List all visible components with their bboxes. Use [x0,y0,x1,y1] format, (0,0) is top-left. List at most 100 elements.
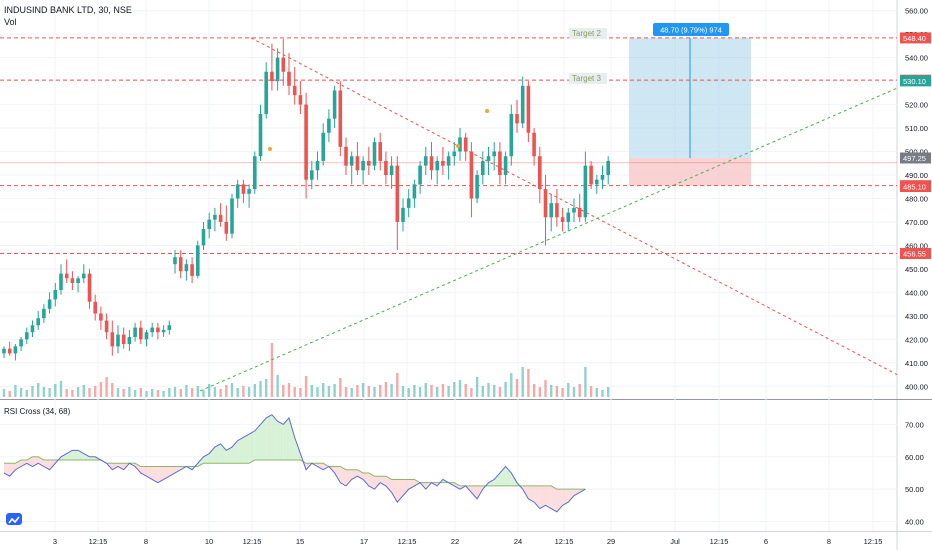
volume-bar [470,388,473,397]
candle-body [481,160,485,176]
volume-bar [236,388,239,397]
rsi-fill-segment [397,479,403,503]
candle-body [458,137,462,152]
volume-bar [396,373,399,397]
price-tag [900,152,931,164]
price-tick-label: 490.00 [905,171,928,180]
candle-body [566,212,571,222]
candle-body [190,264,194,276]
target-2-text: Target 2 [572,29,601,38]
volume-bar [424,383,427,397]
candle-body [384,160,388,176]
candle-body [327,118,331,133]
rsi-fill-segment [118,463,124,470]
volume-bar [253,384,256,397]
time-tick-label: 17 [360,537,368,546]
price-tag [900,75,931,87]
price-axis[interactable]: 400.00 410.00 420.00 430.00 440.00 450.00 460.… [905,7,928,392]
candle-body [595,179,599,185]
candle-body [321,132,325,161]
volume-bar [247,387,251,397]
volume-bar [401,386,405,397]
rsi-fill-segment [175,466,181,473]
volume-bar [37,383,40,397]
volume-bar [168,388,171,397]
candle-body [577,207,582,218]
time-tick-label: 6 [764,537,768,546]
rsi-fill-segment [249,430,255,464]
volume-bar [572,387,576,397]
time-tick-label: 12:15 [89,537,108,546]
candle-body [13,346,18,354]
candle-body [82,273,86,279]
volume-bar [498,387,502,397]
rsi-axis[interactable]: 40.00 50.00 60.00 70.00 [905,420,924,526]
candle-body [87,273,92,302]
volume-bar [287,383,291,397]
candle-body [64,273,69,279]
volume-bar [190,388,194,397]
rsi-fill-segment [78,450,84,461]
time-tick-label: 24 [514,537,522,546]
volume-bar [441,384,445,397]
tradingview-logo-icon[interactable] [6,513,22,525]
price-tick-label: 520.00 [905,101,928,110]
volume-bar [538,387,541,397]
candle-body [298,95,303,105]
volume-bar [151,389,154,397]
rsi-fill-segment [254,424,261,461]
volume-bar [230,383,234,397]
rsi-fill-segment [539,485,546,509]
target-2-label: Target 2 [569,28,607,39]
rsi-fill-segment [112,463,118,470]
candle-body [560,217,565,222]
candle-body [412,184,417,199]
time-axis[interactable]: 3 12:15 8 10 12:15 15 17 12:15 22 24 12:15 29 Jul 12:… [53,537,882,546]
rsi-fill-segment [294,437,301,461]
candle-body [338,90,343,147]
volume-bar [504,382,507,397]
volume-bar [111,383,114,397]
rsi-fill-segment [454,482,460,490]
rsi-fill-segment [574,489,580,496]
volume-bar [14,385,17,397]
volume-bar [453,382,456,397]
candle-body [515,113,519,124]
candle-body [116,334,120,347]
time-tick-label: 8 [144,537,148,546]
volume-bar [430,385,433,397]
volume-bar [25,390,28,397]
rsi-fill-segment [266,414,272,461]
candle-body [76,278,80,283]
candle-body [281,57,286,72]
volume-bar [304,376,308,397]
rsi-tick-label: 40.00 [905,518,924,527]
candle-body [173,257,177,265]
volume-bar [225,385,228,397]
volume-bar [242,386,245,397]
rsi-fill-segment [61,453,67,461]
volume-bar [116,388,120,397]
volume-bar [179,389,182,397]
volume-bar [555,386,559,397]
candle-body [213,214,217,220]
rsi-fill-segment [21,460,27,467]
candle-body [486,156,491,161]
candle-body [401,207,405,222]
rsi-fill-segment [317,463,324,470]
volume-bar [105,377,108,397]
candle-body [441,160,445,166]
candle-body [463,137,468,152]
rsi-line [3,414,586,513]
price-tag [900,248,931,260]
time-tick-label: 12:15 [555,537,574,546]
rsi-fill-segment [562,489,569,506]
rsi-fill-segment [66,450,73,461]
candle-body [287,71,291,86]
rsi-fill-segment [391,479,398,503]
volume-bar [139,388,142,397]
rsi-fill-segment [334,466,341,483]
rsi-fill-segment [232,440,238,464]
rsi-fill-segment [152,466,158,483]
